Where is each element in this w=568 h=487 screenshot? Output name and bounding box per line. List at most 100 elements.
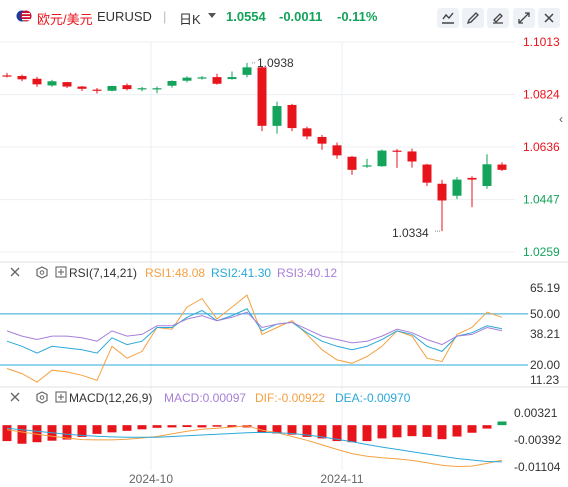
candle-body [77,86,87,89]
expand-button[interactable] [513,8,535,28]
candle-body [152,88,162,90]
candle-body [392,150,402,152]
macd-bar [137,425,147,430]
rsi-toggle-icon [55,266,67,278]
candle-body [497,164,507,170]
price-tick-label: 1.0636 [523,140,560,154]
close-icon [544,13,554,23]
macd-bar [242,425,252,428]
candle-body [257,67,267,126]
symbol-code[interactable]: EURUSD [97,9,152,24]
macd-bar [377,425,387,439]
macd-histogram [2,421,507,444]
last-price: 1.0554 [226,9,266,24]
candle-body [32,78,42,85]
candle-body [272,106,282,126]
rsi3-legend: RSI3:40.12 [277,266,337,280]
dea-line [6,427,503,463]
rsi-tick-label: 11.23 [530,373,559,387]
rsi-tick-label: 65.19 [530,281,560,295]
candle-body [362,165,372,167]
macd-tick-label: 0.00321 [514,406,558,420]
expand-icon [518,12,530,24]
rsi-tick-label: 50.00 [530,307,560,321]
macd-bar [92,425,102,434]
candle-body [467,177,477,180]
macd-bar [407,425,417,437]
candle-body [422,164,432,183]
macd-bar [437,425,447,440]
macd-bar [32,425,42,443]
candle-body [92,89,102,91]
candle-body [197,77,207,79]
macd-bar [182,425,192,428]
candle-body [437,183,447,201]
edit-button[interactable] [487,8,509,28]
pair-name-cn[interactable]: 欧元/美元 [37,12,93,27]
macd-indicator-label[interactable]: MACD(12,26,9) [69,391,152,405]
macd-bar [122,425,132,431]
chart-style-button[interactable] [437,8,459,28]
macd-bar [287,425,297,435]
timeframe-select[interactable]: 日K [179,12,201,27]
collapse-panel-icon[interactable]: ‹ [559,112,563,126]
macd-bar [257,425,267,433]
rsi-indicator-label[interactable]: RSI(7,14,21) [69,266,137,280]
candle-body [377,150,387,167]
rsi-series [6,294,503,383]
macd-bar [77,425,87,437]
draw-button[interactable] [462,8,484,28]
macd-tick-label: -0.00392 [514,433,562,447]
macd-bar [17,425,27,444]
candle-body [482,164,492,186]
rsi2-line [6,308,503,354]
price-axis: 1.1013 1.0824 1.0636 1.0447 1.0259 [523,35,560,259]
candle-body [287,104,297,129]
price-change: -0.0011 [279,9,323,24]
header-divider: | [163,9,167,24]
rsi1-line [6,294,503,383]
eu-us-flag-icon [16,8,32,24]
macd-bar [497,421,507,426]
macd-bar [362,425,372,442]
macd-legend: MACD:0.00097 [164,391,246,405]
macd-bar [152,425,162,428]
rsi-settings-icon [10,267,20,277]
dif-line [6,425,503,468]
candle-body [407,151,417,162]
macd-bar [2,425,12,442]
draw-icon [466,12,479,25]
rsi1-legend: RSI1:48.08 [145,266,205,280]
macd-bar [452,425,462,437]
candle-body [347,156,357,170]
grid-lines [0,41,515,470]
rsi-tick-label: 38.21 [530,327,560,341]
rsi2-legend: RSI2:41.30 [211,266,271,280]
dea-legend: DEA:-0.00970 [335,391,411,405]
close-button[interactable] [538,8,560,28]
candle-body [2,75,12,77]
chart-style-icon [442,12,454,24]
price-tick-label: 1.1013 [523,35,560,49]
time-tick-label: 2024-11 [320,472,363,486]
edit-icon [493,13,503,24]
rsi-gear-icon [36,266,48,279]
time-tick-label: 2024-10 [129,472,173,486]
rsi3-line [6,311,503,346]
macd-settings-icon [10,392,20,402]
timeframe-dropdown-icon[interactable] [208,13,216,18]
candle-body [452,179,462,196]
candle-body [242,67,252,75]
macd-bar [347,425,357,443]
macd-bar [167,425,177,428]
macd-bar [422,425,432,437]
candle-body [137,88,147,90]
time-axis: 2024-10 2024-11 [129,472,364,486]
macd-bar [62,425,72,440]
macd-bar [482,425,492,429]
macd-bar [467,425,477,433]
macd-bar [212,425,222,427]
price-change-pct: -0.11% [337,9,378,24]
macd-bar [107,425,117,433]
candle-body [17,75,27,80]
